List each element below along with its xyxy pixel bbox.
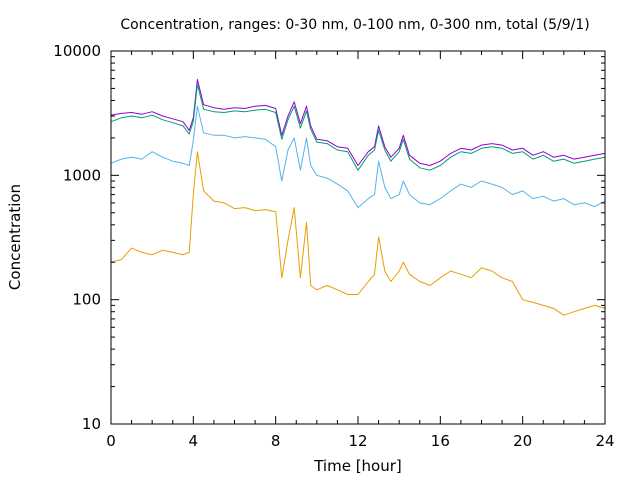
x-tick-label: 4 xyxy=(189,432,199,450)
y-tick-label: 100 xyxy=(72,291,101,309)
series-line-3 xyxy=(110,105,606,209)
x-tick-label: 20 xyxy=(513,432,532,450)
y-tick-label: 1000 xyxy=(63,166,101,184)
x-tick-label: 0 xyxy=(106,432,116,450)
x-axis-label: Time [hour] xyxy=(313,457,402,475)
series-line-2 xyxy=(110,83,606,171)
x-tick-label: 16 xyxy=(431,432,450,450)
tick-layer: 0 4 8 12 16 20 24 10 100 1000 10000 xyxy=(53,42,614,450)
x-tick-label: 8 xyxy=(271,432,281,450)
y-tick-label: 10 xyxy=(82,415,101,433)
chart-title: Concentration, ranges: 0-30 nm, 0-100 nm… xyxy=(120,17,589,33)
series-line-1 xyxy=(110,79,606,166)
x-tick-label: 12 xyxy=(348,432,367,450)
x-tick-label: 24 xyxy=(595,432,614,450)
plot-frame xyxy=(110,50,606,425)
y-axis-label: Concentration xyxy=(6,184,24,290)
series-line-4 xyxy=(110,151,606,316)
y-tick-label: 10000 xyxy=(53,42,101,60)
series-layer xyxy=(110,79,606,316)
